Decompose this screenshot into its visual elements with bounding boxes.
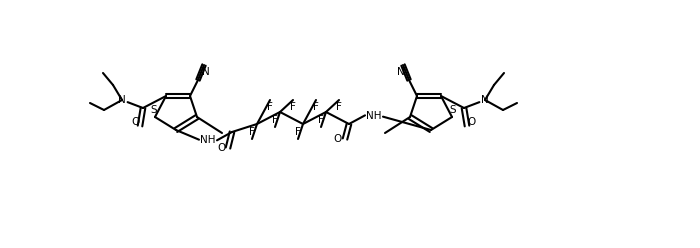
Text: F: F [249, 127, 255, 137]
Text: F: F [267, 102, 273, 112]
Text: F: F [272, 115, 278, 125]
Text: N: N [481, 95, 489, 105]
Text: F: F [336, 102, 342, 112]
Text: N: N [118, 95, 126, 105]
Text: F: F [295, 127, 301, 137]
Text: NH: NH [366, 111, 382, 121]
Text: N: N [397, 67, 405, 77]
Text: F: F [313, 102, 319, 112]
Text: S: S [150, 105, 158, 115]
Text: N: N [202, 67, 210, 77]
Text: F: F [318, 115, 324, 125]
Text: O: O [217, 143, 225, 153]
Text: NH: NH [200, 135, 216, 145]
Text: F: F [290, 102, 296, 112]
Text: O: O [467, 117, 475, 127]
Text: O: O [334, 134, 342, 144]
Text: S: S [449, 105, 456, 115]
Text: O: O [132, 117, 140, 127]
